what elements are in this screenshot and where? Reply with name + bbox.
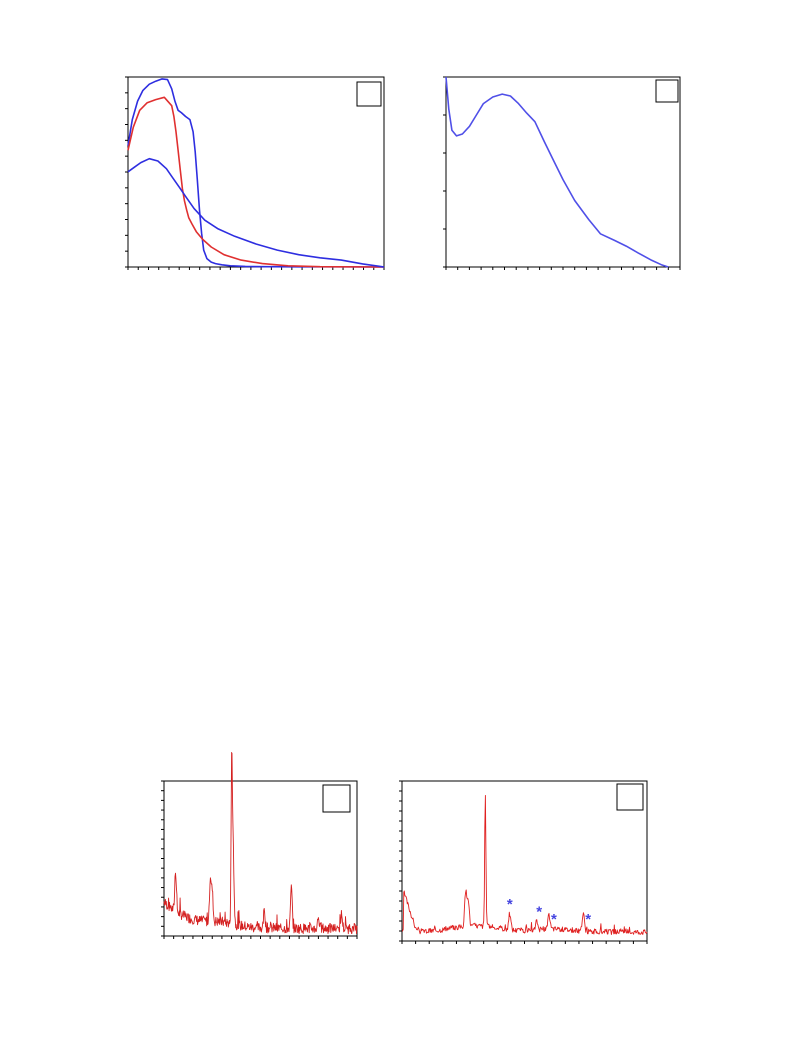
axis-ticks bbox=[161, 780, 358, 939]
panel-label-box bbox=[356, 81, 382, 107]
peak-markers: * * * * bbox=[507, 896, 591, 928]
plot-frame bbox=[401, 780, 648, 942]
panel-label-box bbox=[655, 79, 679, 103]
plot-frame bbox=[445, 76, 681, 268]
series-line-1 bbox=[402, 794, 648, 935]
panel-label-box bbox=[322, 784, 351, 813]
chart-panel-1 bbox=[125, 76, 385, 270]
peak-asterisk: * bbox=[585, 911, 591, 928]
plot-frame bbox=[127, 76, 385, 268]
series-line-1 bbox=[127, 78, 385, 268]
peak-asterisk: * bbox=[507, 896, 513, 913]
peak-asterisk: * bbox=[551, 911, 557, 928]
chart-panel-4: * * * * bbox=[399, 780, 648, 944]
series-line-1 bbox=[445, 76, 669, 268]
axis-ticks bbox=[443, 76, 681, 270]
chart-panel-2 bbox=[443, 76, 681, 270]
series-line-2 bbox=[127, 96, 385, 268]
series-line-1 bbox=[163, 752, 358, 935]
axis-ticks bbox=[399, 780, 648, 944]
chart-panel-3 bbox=[161, 752, 358, 939]
series-line-3 bbox=[127, 157, 385, 268]
peak-asterisk: * bbox=[536, 904, 542, 921]
axis-ticks bbox=[125, 76, 385, 270]
panel-label-box bbox=[616, 783, 644, 811]
